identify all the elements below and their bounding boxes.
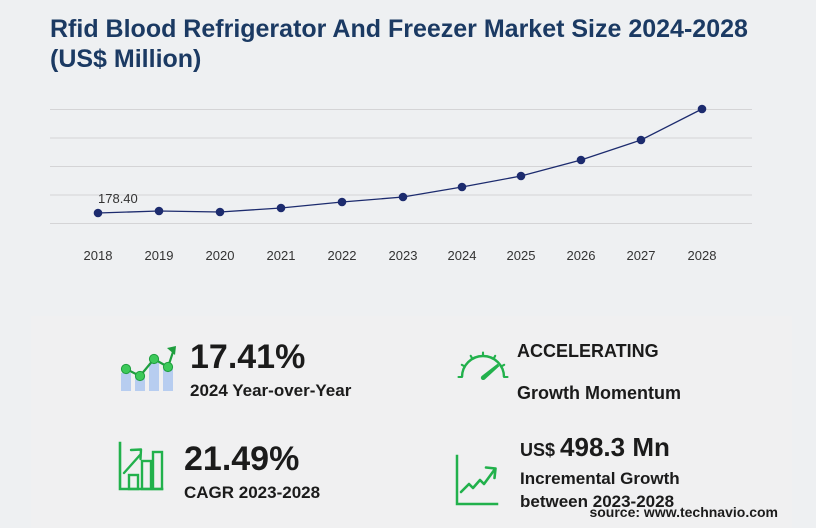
svg-text:2027: 2027 (627, 248, 656, 263)
svg-text:2019: 2019 (145, 248, 174, 263)
svg-text:2020: 2020 (206, 248, 235, 263)
svg-text:2021: 2021 (267, 248, 296, 263)
svg-text:2025: 2025 (507, 248, 536, 263)
svg-text:2022: 2022 (328, 248, 357, 263)
svg-text:178.40: 178.40 (98, 191, 138, 206)
svg-text:2026: 2026 (567, 248, 596, 263)
svg-text:2024: 2024 (448, 248, 477, 263)
svg-text:2028: 2028 (688, 248, 717, 263)
svg-text:2023: 2023 (389, 248, 418, 263)
svg-text:2018: 2018 (84, 248, 113, 263)
